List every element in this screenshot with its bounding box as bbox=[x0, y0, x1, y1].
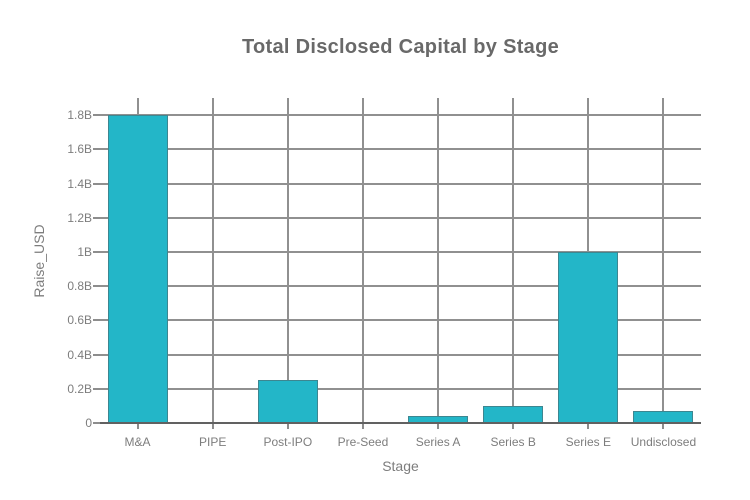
x-axis-title: Stage bbox=[382, 458, 419, 474]
x-tick-mark bbox=[662, 423, 665, 429]
bar-series-b bbox=[483, 405, 544, 423]
x-gridline bbox=[662, 98, 665, 423]
bar-series-e bbox=[558, 251, 619, 423]
y-tick-mark bbox=[93, 319, 100, 322]
x-tick-label: Series A bbox=[415, 435, 461, 449]
y-gridline bbox=[100, 319, 701, 322]
y-gridline bbox=[100, 353, 701, 356]
x-tick-mark bbox=[361, 423, 364, 429]
x-tick-label: Series B bbox=[490, 435, 536, 449]
y-tick-mark bbox=[93, 285, 100, 288]
y-tick-mark bbox=[93, 250, 100, 253]
y-tick-label: 1.4B bbox=[67, 176, 92, 191]
bar-post-ipo bbox=[257, 380, 318, 423]
y-tick-label: 0.6B bbox=[67, 313, 92, 328]
y-gridline bbox=[100, 250, 701, 253]
y-tick-mark bbox=[93, 182, 100, 185]
x-gridline bbox=[361, 98, 364, 423]
x-tick-label: Pre-Seed bbox=[337, 435, 389, 449]
y-tick-label: 0.4B bbox=[67, 347, 92, 362]
y-tick-mark bbox=[93, 216, 100, 219]
y-tick-label: 1.2B bbox=[67, 210, 92, 225]
x-gridline bbox=[512, 98, 515, 423]
y-tick-mark bbox=[93, 422, 100, 424]
y-tick-mark bbox=[93, 114, 100, 117]
x-gridline bbox=[211, 98, 214, 423]
bar-undisclosed bbox=[633, 411, 694, 423]
bar-m-a bbox=[107, 115, 168, 423]
y-tick-label: 1.6B bbox=[67, 142, 92, 157]
y-tick-mark bbox=[93, 353, 100, 356]
y-gridline bbox=[100, 182, 701, 185]
x-tick-mark bbox=[211, 423, 214, 429]
x-tick-label: PIPE bbox=[199, 435, 227, 449]
y-tick-label: 0.2B bbox=[67, 381, 92, 396]
x-tick-mark bbox=[136, 423, 139, 429]
x-gridline bbox=[437, 98, 440, 423]
x-tick-label: Post-IPO bbox=[263, 435, 313, 449]
x-tick-label: Undisclosed bbox=[630, 435, 697, 449]
x-tick-label: Series E bbox=[565, 435, 611, 449]
y-tick-label: 0.8B bbox=[67, 279, 92, 294]
plot-area bbox=[100, 98, 701, 424]
y-tick-label: 1B bbox=[77, 244, 92, 259]
y-gridline bbox=[100, 148, 701, 151]
chart-title: Total Disclosed Capital by Stage bbox=[241, 36, 560, 58]
x-tick-mark bbox=[286, 423, 289, 429]
x-tick-mark bbox=[512, 423, 515, 429]
x-gridline bbox=[286, 98, 289, 423]
y-tick-mark bbox=[93, 387, 100, 390]
y-tick-mark bbox=[93, 148, 100, 151]
x-tick-label: M&A bbox=[124, 435, 151, 449]
y-tick-label: 0 bbox=[85, 416, 92, 430]
x-axis-line bbox=[100, 422, 701, 424]
x-tick-mark bbox=[587, 423, 590, 429]
y-gridline bbox=[100, 387, 701, 390]
y-tick-label: 1.8B bbox=[67, 108, 92, 123]
y-gridline bbox=[100, 114, 701, 117]
bar-series-a bbox=[408, 416, 469, 423]
y-gridline bbox=[100, 285, 701, 288]
y-gridline bbox=[100, 216, 701, 219]
x-tick-mark bbox=[437, 423, 440, 429]
